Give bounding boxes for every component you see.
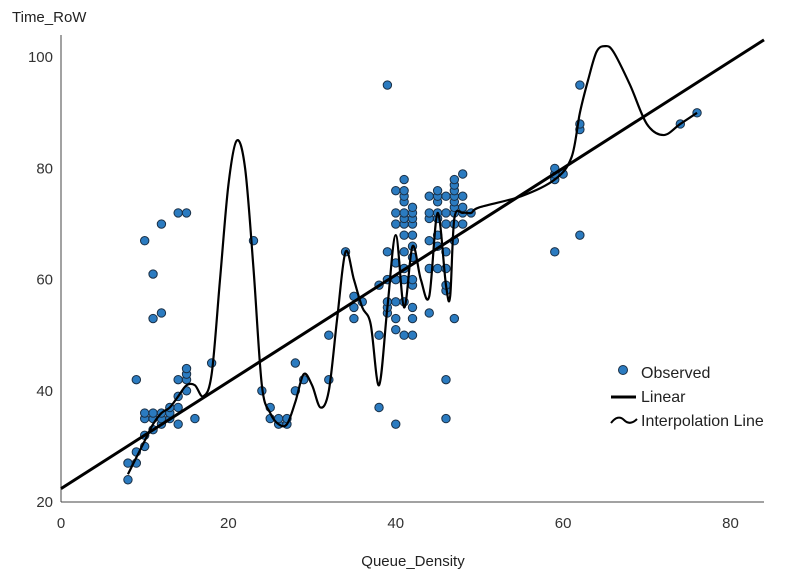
observed-point [399, 185, 409, 196]
observed-point [156, 219, 167, 229]
observed-point [432, 185, 443, 196]
observed-point [441, 191, 451, 201]
y-tick-label: 20 [36, 494, 53, 511]
legend-interpolation-label: Interpolation Line [641, 413, 764, 430]
observed-point [391, 208, 401, 218]
observed-point [424, 191, 434, 201]
x-tick-label: 60 [555, 515, 572, 532]
observed-point [407, 330, 418, 340]
observed-point [391, 419, 401, 429]
observed-point [374, 330, 384, 340]
observed-point [391, 297, 401, 307]
axes [60, 35, 764, 503]
observed-point [173, 374, 183, 385]
observed-point [441, 413, 451, 424]
observed-point [399, 208, 409, 218]
observed-point [148, 313, 158, 324]
observed-point [181, 363, 192, 374]
observed-point [123, 475, 133, 485]
observed-point [190, 413, 200, 424]
legend-linear-label: Linear [641, 389, 686, 406]
legend-observed-label: Observed [641, 365, 710, 382]
legend-observed-marker [618, 365, 628, 375]
observed-point [407, 302, 418, 313]
legend-interpolation-marker [610, 416, 638, 424]
observed-point [458, 202, 468, 213]
observed-point [349, 313, 359, 324]
observed-point [575, 80, 585, 90]
observed-point [399, 247, 409, 257]
observed-point [391, 324, 401, 335]
observed-point [374, 402, 384, 413]
observed-point [181, 208, 192, 218]
linear-fit-line [60, 38, 765, 490]
observed-point [407, 230, 418, 240]
y-tick-label: 80 [36, 160, 53, 177]
x-tick-label: 0 [57, 515, 65, 532]
x-tick-label: 20 [220, 515, 237, 532]
observed-point [458, 219, 468, 229]
observed-point [173, 419, 183, 429]
observed-point [399, 230, 409, 240]
observed-point [399, 330, 409, 340]
observed-point [407, 313, 418, 324]
observed-point [148, 269, 158, 279]
y-tick-label: 60 [36, 272, 53, 289]
x-axis-title: Queue_Density [361, 553, 465, 570]
observed-point [324, 330, 334, 340]
observed-point [139, 236, 150, 246]
observed-point [424, 308, 434, 318]
observed-point [407, 202, 418, 213]
observed-point [449, 313, 460, 324]
observed-point [449, 174, 460, 185]
observed-point [290, 358, 301, 368]
observed-point [424, 236, 434, 246]
observed-point [441, 208, 451, 218]
observed-point [391, 185, 401, 196]
observed-points [123, 80, 702, 485]
observed-point [399, 174, 409, 185]
observed-point [173, 402, 183, 413]
observed-point [458, 191, 468, 201]
observed-point [458, 169, 468, 179]
x-tick-label: 80 [722, 515, 739, 532]
observed-point [441, 219, 451, 229]
observed-point [148, 408, 158, 418]
observed-point [441, 374, 451, 385]
observed-point [139, 408, 150, 418]
legend: Observed Linear Interpolation Line [610, 365, 764, 430]
observed-point [391, 313, 401, 324]
observed-point [432, 263, 443, 274]
observed-point [424, 208, 434, 218]
x-axis-ticks: 0 20 40 60 80 [57, 515, 739, 532]
y-tick-label: 100 [28, 49, 53, 66]
y-axis-title: Time_RoW [12, 9, 87, 26]
interpolation-line [126, 44, 698, 475]
observed-point [382, 80, 393, 90]
observed-point [391, 219, 401, 229]
observed-point [382, 247, 393, 257]
y-axis-ticks: 20 40 60 80 100 [28, 49, 53, 511]
observed-point [550, 247, 560, 257]
observed-point [156, 308, 167, 318]
y-tick-label: 40 [36, 383, 53, 400]
observed-point [131, 374, 142, 385]
observed-point [173, 208, 183, 218]
observed-point [575, 230, 585, 240]
x-tick-label: 40 [387, 515, 404, 532]
